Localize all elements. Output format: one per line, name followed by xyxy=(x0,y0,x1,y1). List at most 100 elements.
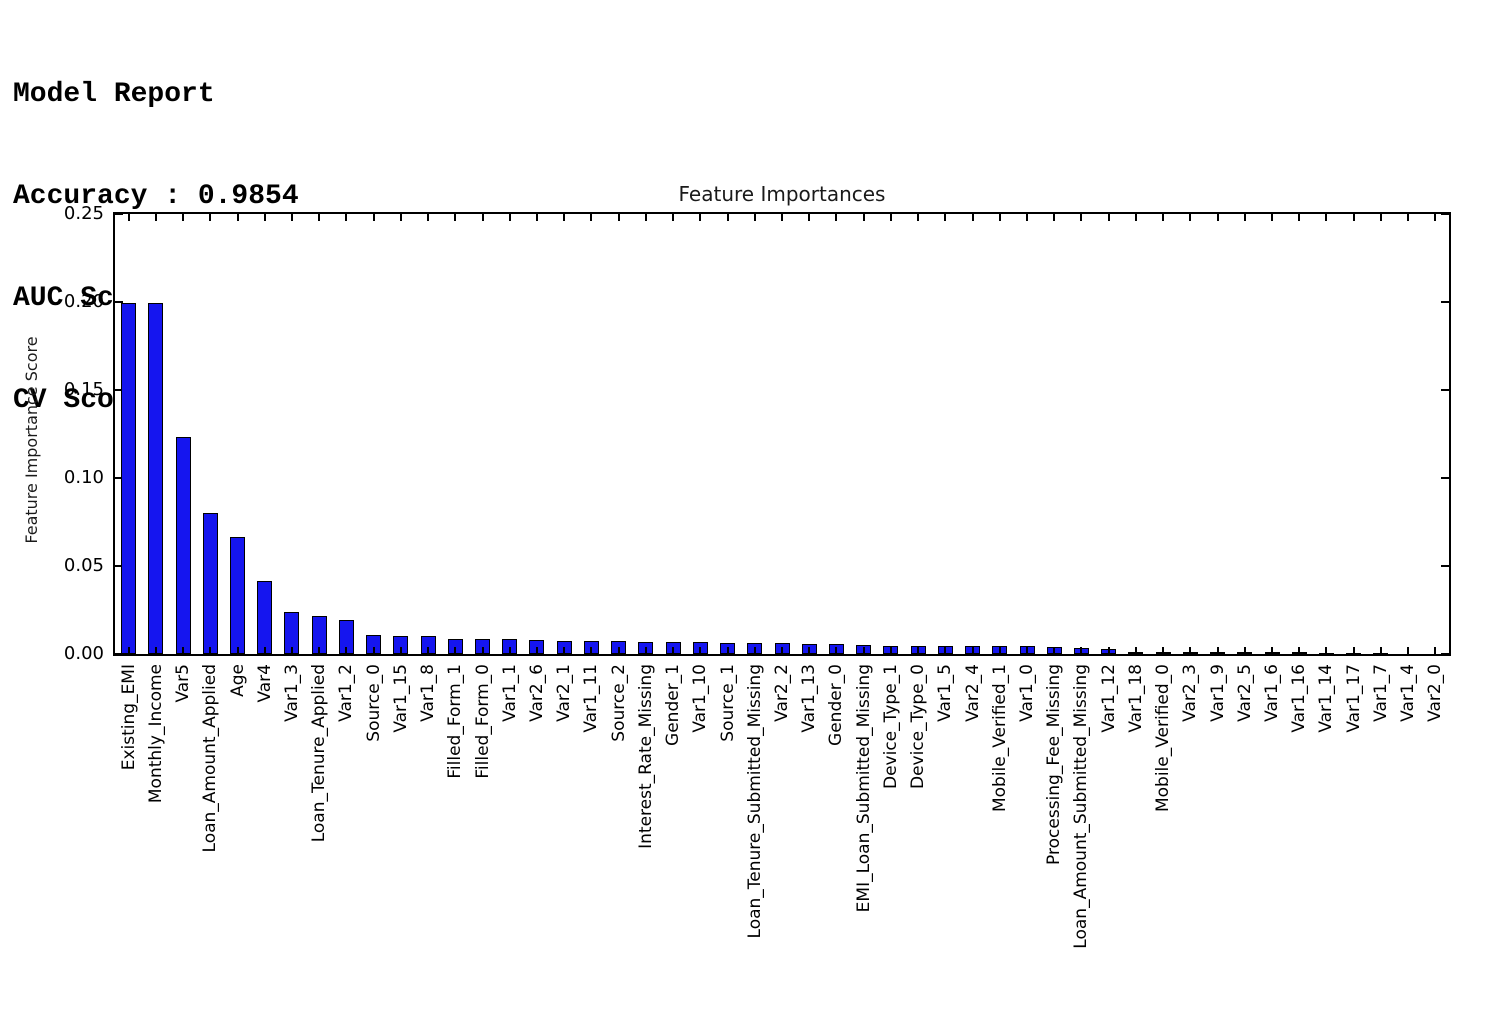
x-tick-mark xyxy=(427,214,430,221)
x-tick-mark xyxy=(209,647,212,654)
y-tick-mark xyxy=(1441,653,1449,655)
x-tick-label: Var2_3 xyxy=(1180,664,1201,722)
bar xyxy=(121,302,137,654)
x-tick-mark xyxy=(1216,214,1219,221)
y-tick-mark xyxy=(115,389,123,391)
x-tick-mark xyxy=(889,214,892,221)
x-tick-label: Interest_Rate_Missing xyxy=(635,664,656,849)
x-tick-mark xyxy=(590,647,593,654)
x-tick-mark xyxy=(182,214,185,221)
x-tick-label: Loan_Amount_Applied xyxy=(200,664,221,853)
x-tick-mark xyxy=(154,214,157,221)
x-tick-mark xyxy=(753,647,756,654)
x-tick-mark xyxy=(127,214,130,221)
x-tick-mark xyxy=(644,647,647,654)
x-tick-mark xyxy=(427,647,430,654)
report-accuracy-line: Accuracy : 0.9854 xyxy=(13,181,299,212)
x-tick-mark xyxy=(835,214,838,221)
bar xyxy=(175,437,191,654)
x-tick-mark xyxy=(1162,214,1165,221)
x-tick-label: Processing_Fee_Missing xyxy=(1044,664,1065,865)
x-tick-mark xyxy=(481,647,484,654)
y-tick-label: 0.05 xyxy=(63,555,104,576)
x-tick-label: Var1_9 xyxy=(1207,664,1228,722)
x-tick-mark xyxy=(862,214,865,221)
x-tick-label: Device_Type_1 xyxy=(880,664,901,790)
x-tick-mark xyxy=(1434,647,1437,654)
bar xyxy=(202,513,218,654)
x-tick-mark xyxy=(1271,214,1274,221)
x-tick-mark xyxy=(917,214,920,221)
x-tick-mark xyxy=(1026,214,1029,221)
x-tick-mark xyxy=(399,647,402,654)
x-tick-label: Var1_0 xyxy=(1017,664,1038,722)
x-tick-mark xyxy=(835,647,838,654)
x-tick-mark xyxy=(808,214,811,221)
x-tick-mark xyxy=(1434,214,1437,221)
x-tick-label: Var1_5 xyxy=(935,664,956,722)
x-tick-label: Var1_4 xyxy=(1398,664,1419,722)
x-tick-mark xyxy=(889,647,892,654)
x-tick-label: Var1_7 xyxy=(1370,664,1391,722)
x-tick-mark xyxy=(154,647,157,654)
x-tick-mark xyxy=(563,214,566,221)
x-tick-mark xyxy=(345,647,348,654)
x-tick-label: Existing_EMI xyxy=(118,664,139,771)
x-tick-mark xyxy=(182,647,185,654)
x-tick-label: Var2_0 xyxy=(1425,664,1446,722)
x-tick-mark xyxy=(1162,647,1165,654)
x-tick-label: Filled_Form_0 xyxy=(472,664,493,779)
x-tick-mark xyxy=(1298,647,1301,654)
report-title-line: Model Report xyxy=(13,79,215,110)
x-tick-mark xyxy=(1189,214,1192,221)
x-tick-mark xyxy=(781,647,783,654)
x-tick-mark xyxy=(672,214,675,221)
x-tick-mark xyxy=(399,214,402,221)
x-tick-mark xyxy=(699,647,702,654)
x-tick-label: Var1_17 xyxy=(1343,664,1364,733)
x-tick-mark xyxy=(127,647,130,654)
x-tick-mark xyxy=(1107,647,1110,654)
x-tick-mark xyxy=(726,647,729,654)
x-tick-label: Var2_6 xyxy=(526,664,547,722)
x-tick-mark xyxy=(209,214,212,221)
x-tick-label: Loan_Tenure_Applied xyxy=(309,664,330,843)
x-tick-mark xyxy=(590,214,593,221)
x-tick-mark xyxy=(454,214,457,221)
x-tick-mark xyxy=(644,214,647,221)
x-tick-mark xyxy=(998,214,1001,221)
plot-area xyxy=(113,212,1451,656)
x-tick-mark xyxy=(236,214,239,221)
x-tick-label: Var2_2 xyxy=(772,664,792,722)
x-tick-mark xyxy=(617,647,620,654)
y-tick-mark xyxy=(115,653,123,655)
x-tick-mark xyxy=(1243,214,1246,221)
x-tick-mark xyxy=(1325,647,1328,654)
x-tick-label: Device_Type_0 xyxy=(908,664,929,790)
y-tick-mark xyxy=(1441,301,1449,303)
x-tick-mark xyxy=(617,214,620,221)
x-tick-mark xyxy=(318,214,321,221)
x-tick-label: Var1_10 xyxy=(690,664,711,733)
x-tick-label: Var1_14 xyxy=(1316,664,1337,733)
x-tick-label: Var2_1 xyxy=(554,664,575,722)
x-tick-mark xyxy=(372,214,375,221)
x-tick-label: Var1_15 xyxy=(390,664,411,733)
x-tick-mark xyxy=(1107,214,1110,221)
x-tick-mark xyxy=(1243,647,1246,654)
x-tick-mark xyxy=(1407,214,1410,221)
x-tick-mark xyxy=(1080,214,1083,221)
x-tick-label: Var1_12 xyxy=(1098,664,1119,733)
x-tick-mark xyxy=(971,214,974,221)
x-tick-mark xyxy=(372,647,375,654)
x-tick-label: Var4 xyxy=(254,664,275,703)
y-tick-label: 0.25 xyxy=(63,203,104,224)
x-tick-mark xyxy=(1407,647,1410,654)
x-tick-mark xyxy=(1271,647,1274,654)
x-tick-mark xyxy=(1379,214,1382,221)
y-axis-label: Feature Importance Score xyxy=(22,336,41,544)
x-tick-mark xyxy=(318,647,321,654)
bar xyxy=(230,536,245,654)
y-tick-label: 0.20 xyxy=(63,291,104,312)
